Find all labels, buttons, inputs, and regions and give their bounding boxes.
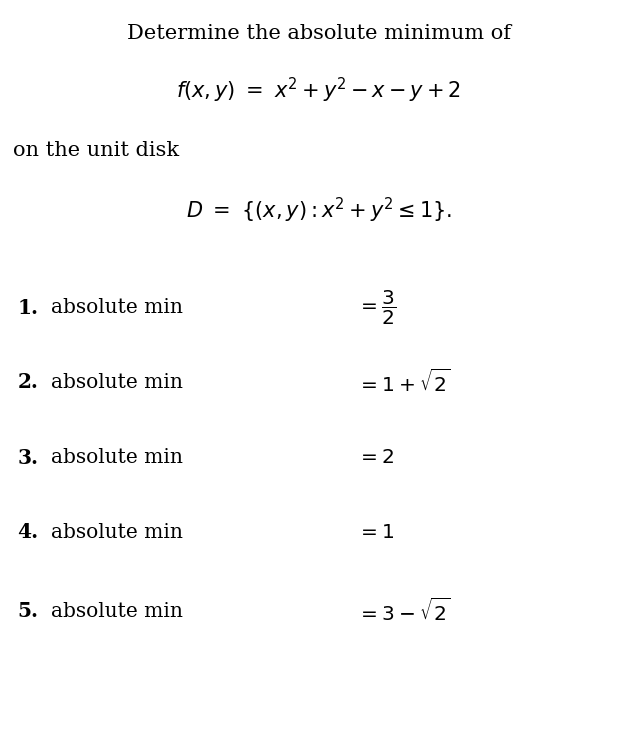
Text: $f(x, y) \ = \ x^2 + y^2 - x - y + 2$: $f(x, y) \ = \ x^2 + y^2 - x - y + 2$ bbox=[177, 76, 461, 104]
Text: $D \ = \ \{(x, y) : x^2 + y^2 \leq 1\}.$: $D \ = \ \{(x, y) : x^2 + y^2 \leq 1\}.$ bbox=[186, 196, 452, 224]
Text: absolute min: absolute min bbox=[51, 602, 183, 621]
Text: 3.: 3. bbox=[17, 448, 38, 467]
Text: absolute min: absolute min bbox=[51, 448, 183, 467]
Text: absolute min: absolute min bbox=[51, 523, 183, 542]
Text: absolute min: absolute min bbox=[51, 298, 183, 317]
Text: $= 3 - \sqrt{2}$: $= 3 - \sqrt{2}$ bbox=[357, 598, 450, 625]
Text: $= 2$: $= 2$ bbox=[357, 448, 395, 467]
Text: 2.: 2. bbox=[17, 373, 38, 392]
Text: 4.: 4. bbox=[17, 523, 38, 542]
Text: absolute min: absolute min bbox=[51, 373, 183, 392]
Text: $= \dfrac{3}{2}$: $= \dfrac{3}{2}$ bbox=[357, 288, 397, 327]
Text: on the unit disk: on the unit disk bbox=[13, 140, 179, 160]
Text: 1.: 1. bbox=[17, 298, 38, 317]
Text: 5.: 5. bbox=[17, 602, 38, 621]
Text: Determine the absolute minimum of: Determine the absolute minimum of bbox=[127, 24, 511, 44]
Text: $= 1 + \sqrt{2}$: $= 1 + \sqrt{2}$ bbox=[357, 369, 450, 396]
Text: $= 1$: $= 1$ bbox=[357, 523, 395, 542]
